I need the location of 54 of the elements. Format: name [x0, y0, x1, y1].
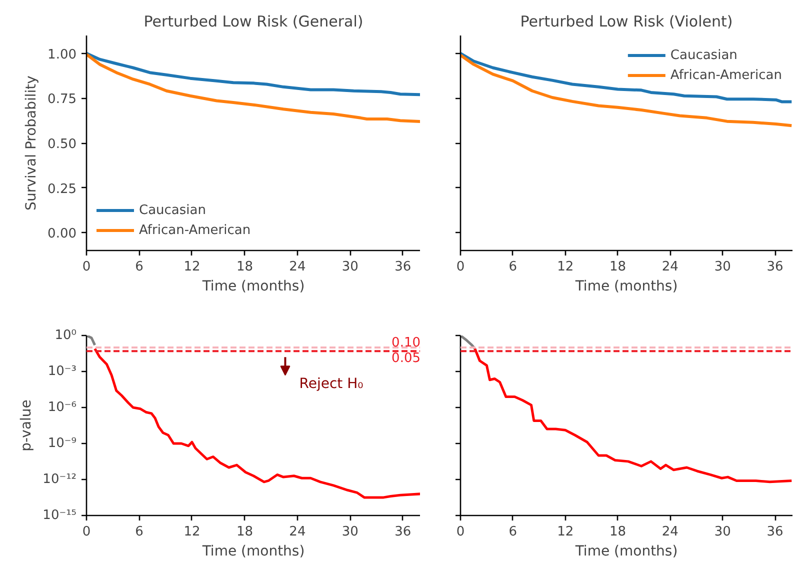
y-axis-title: p-value — [18, 400, 35, 452]
x-tick-label: 6 — [135, 260, 144, 274]
y-tick-label: 10⁻³ — [48, 364, 77, 379]
x-tick-label: 12 — [184, 260, 200, 274]
y-tick-label: 10⁻⁹ — [48, 436, 77, 451]
x-tick-label: 18 — [609, 524, 626, 540]
x-tick-label: 18 — [236, 260, 253, 274]
x-axis-title: Time (months) — [201, 544, 305, 560]
ref-line-label: 0.05 — [392, 351, 421, 366]
x-tick-label: 6 — [135, 524, 144, 540]
x-axis-title: Time (months) — [574, 544, 678, 560]
x-tick-label: 0 — [456, 260, 465, 274]
y-tick-label: 0.50 — [48, 137, 77, 152]
x-tick-label: 30 — [342, 260, 358, 274]
x-tick-label: 18 — [609, 260, 626, 274]
y-axis-title: Survival Probability — [24, 76, 40, 210]
x-axis-title: Time (months) — [574, 278, 678, 294]
x-tick-label: 12 — [184, 524, 200, 540]
legend-label: Caucasian — [670, 48, 738, 62]
chart-title: Perturbed Low Risk (General) — [144, 12, 364, 30]
x-tick-label: 24 — [289, 524, 306, 540]
x-tick-label: 30 — [342, 524, 358, 540]
x-tick-label: 36 — [766, 260, 784, 274]
x-tick-label: 36 — [394, 260, 412, 274]
y-tick-label: 10⁰ — [54, 328, 77, 343]
ref-line-label: 0.10 — [392, 336, 421, 350]
x-tick-label: 0 — [456, 524, 465, 540]
x-axis-title: Time (months) — [201, 278, 305, 294]
y-tick-label: 1.00 — [48, 47, 77, 62]
x-tick-label: 6 — [508, 260, 518, 274]
chart-title: Perturbed Low Risk (Violent) — [520, 12, 733, 30]
x-tick-label: 30 — [714, 524, 731, 540]
x-tick-label: 36 — [766, 524, 784, 540]
legend-label: African-American — [670, 68, 782, 82]
y-tick-label: 10⁻¹² — [42, 472, 76, 487]
x-tick-label: 24 — [662, 524, 678, 540]
x-tick-label: 36 — [394, 524, 412, 540]
x-tick-label: 30 — [714, 260, 731, 274]
x-tick-label: 12 — [557, 524, 574, 540]
legend-label: Caucasian — [139, 202, 206, 218]
x-tick-label: 12 — [557, 260, 574, 274]
x-tick-label: 6 — [508, 524, 518, 540]
x-tick-label: 24 — [289, 260, 306, 274]
legend-label: African-American — [139, 222, 251, 238]
x-tick-label: 0 — [82, 524, 91, 540]
y-tick-label: 0.25 — [48, 182, 77, 197]
x-tick-label: 24 — [662, 260, 678, 274]
y-tick-label: 10⁻⁶ — [48, 400, 77, 415]
y-tick-label: 10⁻¹⁵ — [42, 508, 76, 523]
y-tick-label: 0.75 — [48, 92, 77, 108]
y-tick-label: 0.00 — [48, 226, 77, 242]
annotation: Reject H₀ — [299, 376, 364, 392]
x-tick-label: 0 — [82, 260, 91, 274]
x-tick-label: 18 — [236, 524, 253, 540]
